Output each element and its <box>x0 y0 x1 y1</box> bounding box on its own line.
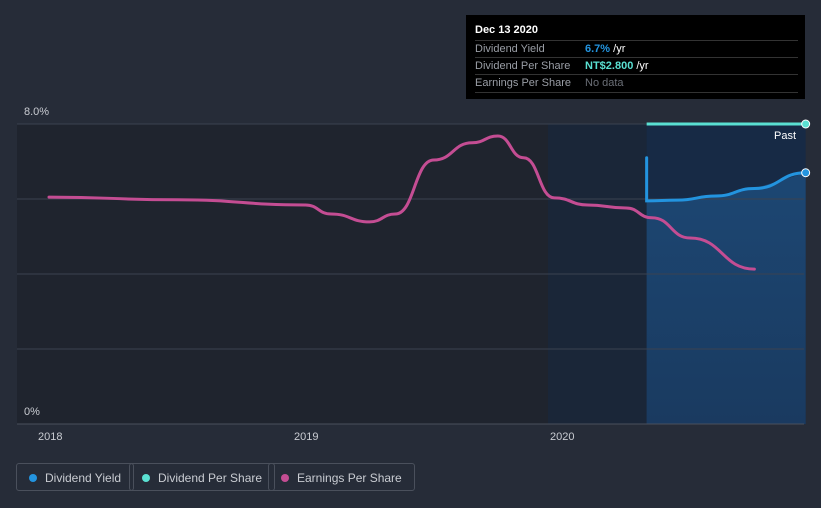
legend-dot-icon <box>29 474 37 482</box>
row-label: Dividend Yield <box>475 43 545 55</box>
eps-line <box>47 134 756 271</box>
legend-label: Earnings Per Share <box>297 471 402 485</box>
y-tick-top: 8.0% <box>24 106 50 118</box>
x-tick-2018: 2018 <box>38 431 63 443</box>
row-unit: /yr <box>610 43 626 55</box>
tooltip-date: Dec 13 2020 <box>475 24 538 36</box>
tooltip-row-eps: Earnings Per Share No data <box>475 74 798 93</box>
past-label: Past <box>774 130 797 142</box>
y-tick-bottom: 0% <box>24 406 40 418</box>
legend-dividend-per-share[interactable]: Dividend Per Share <box>129 463 276 491</box>
x-tick-2019: 2019 <box>294 431 319 443</box>
tooltip: Dec 13 2020 Dividend Yield 6.7% /yr Divid… <box>466 15 805 99</box>
tooltip-row-dps: Dividend Per Share NT$2.800 /yr <box>475 57 798 75</box>
legend-label: Dividend Yield <box>45 471 122 485</box>
legend-dot-icon <box>142 474 150 482</box>
row-value: No data <box>585 77 624 89</box>
row-unit: /yr <box>633 60 649 72</box>
yield-end-marker <box>801 168 811 178</box>
dps-end-marker <box>801 119 811 129</box>
row-label: Earnings Per Share <box>475 77 571 89</box>
x-tick-2020: 2020 <box>550 431 575 443</box>
row-value: NT$2.800 <box>585 60 634 72</box>
row-value: 6.7% <box>585 43 611 55</box>
legend-earnings-per-share[interactable]: Earnings Per Share <box>268 463 415 491</box>
row-label: Dividend Per Share <box>475 60 571 72</box>
legend-label: Dividend Per Share <box>158 471 263 485</box>
dividend-yield-area <box>646 172 806 424</box>
dividend-yield-line <box>645 156 808 203</box>
legend-dot-icon <box>281 474 289 482</box>
tooltip-row-dividend-yield: Dividend Yield 6.7% /yr <box>475 40 798 58</box>
legend-dividend-yield[interactable]: Dividend Yield <box>16 463 135 491</box>
